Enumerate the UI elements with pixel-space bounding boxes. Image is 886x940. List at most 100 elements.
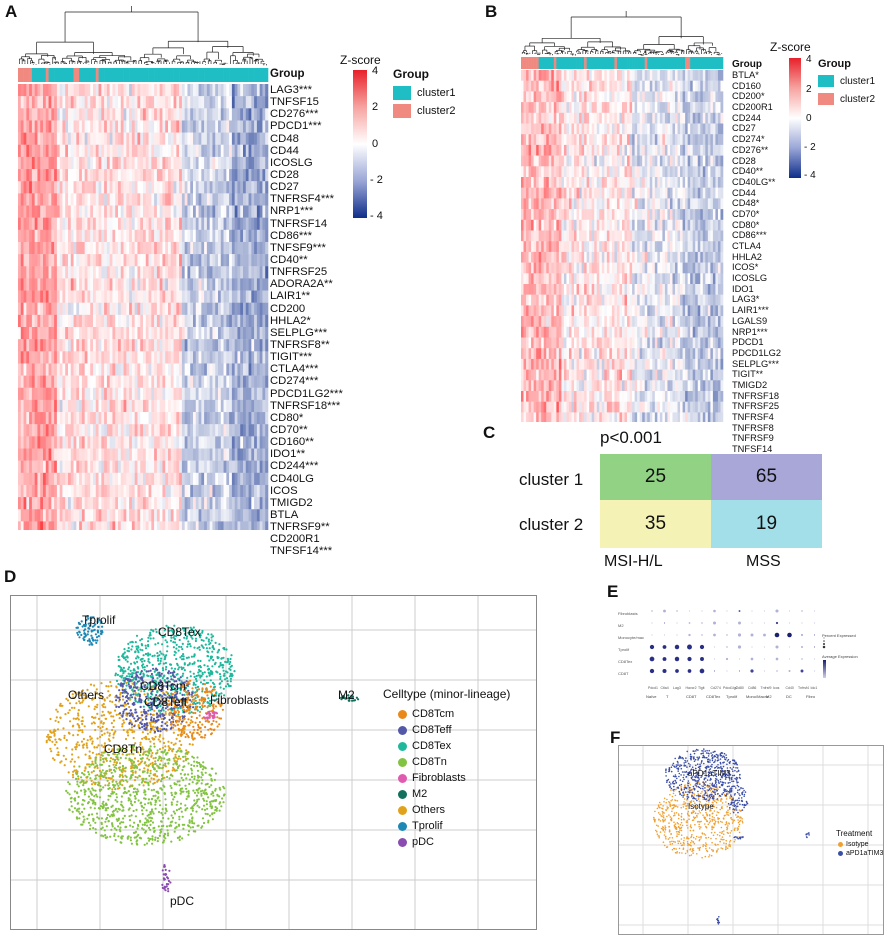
heat-cell — [106, 387, 110, 401]
heat-cell — [634, 112, 638, 124]
heat-cell — [98, 254, 102, 267]
group-bar-cell — [195, 68, 199, 82]
heat-cell — [707, 102, 711, 113]
heat-cell — [31, 460, 35, 473]
heat-cell — [140, 132, 144, 145]
heat-cell — [195, 302, 199, 316]
heat-cell — [209, 84, 213, 97]
heat-cell — [93, 169, 97, 182]
heat-cell — [79, 363, 83, 376]
heat-cell — [240, 436, 244, 449]
heat-cell — [95, 254, 99, 267]
heat-cell — [220, 521, 224, 530]
heat-cell — [120, 375, 124, 388]
heat-cell — [120, 266, 124, 279]
heat-cell — [120, 144, 124, 158]
heat-cell — [115, 156, 119, 170]
heat-cell — [245, 436, 249, 449]
heat-cell — [131, 266, 135, 279]
heat-cell — [579, 112, 582, 124]
heat-cell — [120, 241, 124, 255]
heat-cell — [112, 132, 116, 145]
heat-cell — [237, 290, 241, 303]
heat-cell — [179, 436, 183, 449]
heat-cell — [220, 120, 224, 133]
heat-cell — [179, 193, 183, 206]
heat-cell — [162, 229, 166, 243]
heat-cell — [568, 70, 572, 81]
heat-cell — [179, 205, 183, 218]
heat-cell — [73, 484, 77, 498]
heat-cell — [234, 509, 238, 522]
heat-cell — [259, 266, 263, 279]
heat-cell — [120, 436, 124, 449]
heat-cell — [45, 424, 49, 437]
heat-cell — [62, 193, 66, 206]
heat-cell — [134, 339, 138, 352]
heat-cell — [248, 266, 252, 279]
heat-cell — [212, 217, 216, 230]
group-bar-cell — [134, 68, 138, 82]
heat-cell — [262, 96, 266, 109]
heat-cell — [34, 339, 38, 352]
heat-cell — [198, 497, 202, 510]
heat-cell — [692, 123, 696, 135]
heat-cell — [120, 424, 124, 437]
heat-cell — [184, 412, 188, 425]
heat-cell — [720, 80, 724, 92]
gene-label: TNFRSF9** — [270, 521, 330, 534]
heat-cell — [87, 278, 91, 291]
heat-cell — [137, 375, 141, 388]
heat-cell — [187, 181, 191, 194]
heat-cell — [23, 144, 27, 158]
heat-cell — [56, 290, 60, 303]
heat-cell — [34, 412, 38, 425]
heat-cell — [51, 375, 55, 388]
heat-cell — [243, 254, 247, 267]
heat-cell — [70, 169, 74, 182]
heat-cell — [34, 193, 38, 206]
heat-cell — [20, 436, 24, 449]
heat-cell — [259, 278, 263, 291]
heat-cell — [201, 327, 205, 340]
heat-cell — [234, 193, 238, 206]
heat-cell — [254, 132, 258, 145]
heat-cell — [68, 314, 72, 328]
heat-cell — [256, 375, 260, 388]
heat-cell — [198, 144, 202, 158]
heat-cell — [126, 399, 130, 413]
heat-cell — [129, 193, 133, 206]
heat-cell — [669, 91, 673, 103]
heat-cell — [664, 70, 668, 81]
heat-cell — [265, 132, 269, 145]
heat-cell — [143, 108, 147, 121]
heat-cell — [156, 509, 160, 522]
heat-cell — [151, 351, 155, 364]
group-bar-cell — [672, 57, 676, 69]
heat-cell — [145, 205, 149, 218]
heat-cell — [43, 363, 47, 376]
heat-cell — [34, 314, 38, 328]
gene-label: PDCD1*** — [270, 120, 322, 133]
heat-cell — [56, 217, 60, 230]
heat-cell — [601, 112, 605, 124]
heat-cell — [654, 91, 658, 103]
heat-cell — [118, 144, 122, 158]
heat-cell — [79, 120, 83, 133]
heat-cell — [134, 278, 138, 291]
group-bar-cell — [126, 68, 130, 82]
heat-cell — [73, 156, 77, 170]
heat-cell — [43, 339, 47, 352]
heat-cell — [195, 229, 199, 243]
heat-cell — [145, 302, 149, 316]
heat-cell — [126, 484, 130, 498]
heat-cell — [115, 448, 119, 461]
heat-cell — [220, 266, 224, 279]
heat-cell — [237, 436, 241, 449]
heat-cell — [106, 108, 110, 121]
heat-cell — [65, 205, 69, 218]
heat-cell — [23, 217, 27, 230]
heat-cell — [168, 363, 172, 376]
heat-cell — [73, 169, 77, 182]
heat-cell — [37, 436, 41, 449]
